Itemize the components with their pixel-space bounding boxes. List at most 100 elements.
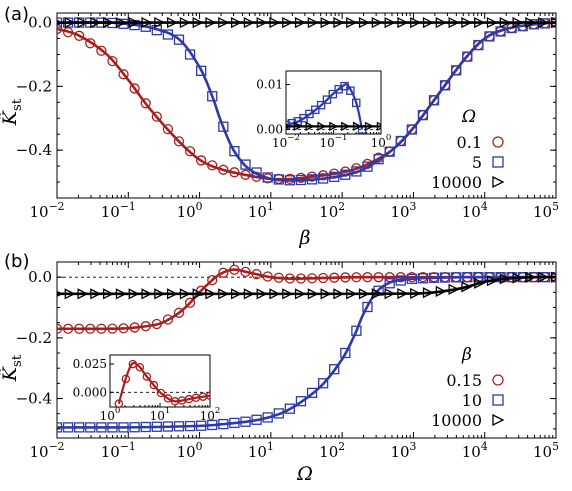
- legend-label: 5: [472, 153, 482, 172]
- y-tick-label: −0.4: [16, 141, 52, 159]
- x-tick-label: 10−1: [101, 200, 136, 221]
- data-point: [439, 80, 451, 91]
- data-point: [295, 396, 307, 407]
- data-point: [256, 17, 268, 29]
- data-point: [196, 420, 207, 431]
- data-point: [57, 422, 63, 433]
- x-axis-title: β: [299, 227, 311, 249]
- inset-data-point: [329, 121, 339, 132]
- data-point: [240, 266, 251, 278]
- legend-marker: [492, 136, 504, 148]
- data-point: [371, 288, 383, 300]
- data-point: [85, 323, 96, 334]
- data-point: [96, 422, 107, 433]
- x-tick-label: 104: [462, 440, 488, 461]
- data-point: [151, 111, 162, 122]
- inset-data-point: [305, 121, 315, 132]
- inset-data-point: [328, 89, 338, 99]
- data-point: [448, 17, 460, 29]
- data-point: [499, 17, 511, 29]
- x-tick-label: 101: [248, 440, 274, 461]
- inset-data-point: [364, 121, 375, 132]
- data-point: [151, 421, 162, 432]
- data-point: [358, 288, 371, 300]
- data-point: [74, 30, 85, 41]
- data-point: [295, 174, 307, 186]
- data-point: [282, 288, 294, 300]
- data-point: [207, 419, 218, 431]
- inset-data-point: [286, 120, 291, 130]
- y-tick-label: −0.4: [16, 390, 52, 408]
- data-point: [64, 17, 76, 29]
- data-point: [57, 23, 63, 35]
- data-point: [90, 17, 102, 29]
- data-point: [118, 69, 129, 80]
- x-tick-label: 10−2: [29, 440, 64, 461]
- data-point: [269, 288, 281, 300]
- data-point: [103, 288, 115, 300]
- inset-data-point: [311, 105, 320, 115]
- panel-label: (a): [4, 4, 29, 25]
- data-point: [307, 288, 319, 300]
- data-point: [473, 272, 484, 283]
- data-point: [62, 323, 74, 334]
- data-point: [307, 17, 319, 29]
- inset-x-tick-label: 100: [371, 133, 392, 150]
- data-point: [218, 288, 230, 300]
- data-point: [351, 272, 362, 283]
- data-point: [184, 297, 196, 308]
- legend-marker: [492, 394, 504, 406]
- data-point: [141, 17, 153, 29]
- data-point: [317, 272, 329, 284]
- data-point: [218, 267, 229, 278]
- data-point: [284, 273, 296, 284]
- data-point: [118, 422, 129, 433]
- data-point: [410, 287, 422, 300]
- data-point: [439, 272, 451, 283]
- inset-data-point: [316, 100, 326, 110]
- data-point: [77, 288, 89, 300]
- data-point: [62, 27, 74, 38]
- data-point: [162, 421, 174, 432]
- data-point: [167, 17, 179, 29]
- inset-data-point: [351, 98, 361, 108]
- inset-data-point: [205, 391, 210, 400]
- data-point: [162, 314, 174, 325]
- data-point: [294, 17, 307, 29]
- data-point: [550, 17, 556, 29]
- inset-data-point: [156, 388, 166, 398]
- data-point: [129, 83, 140, 94]
- data-point: [243, 288, 255, 300]
- data-point: [284, 175, 296, 186]
- data-point: [362, 301, 373, 313]
- legend-marker: [492, 413, 505, 427]
- data-point: [422, 17, 435, 29]
- x-tick-label: 103: [390, 200, 416, 221]
- data-point: [218, 17, 230, 29]
- x-tick-label: 105: [533, 440, 559, 461]
- inset-data-point: [341, 121, 351, 132]
- data-point: [243, 17, 255, 29]
- legend-label: 10: [462, 391, 482, 410]
- inset-x-tick-label: 102: [200, 406, 221, 423]
- data-point: [162, 29, 174, 40]
- data-point: [218, 121, 229, 132]
- inset-x-tick-label: 10−2: [272, 133, 300, 150]
- data-point: [184, 420, 196, 432]
- data-point: [192, 288, 204, 300]
- data-point: [192, 17, 204, 29]
- x-tick-label: 10−2: [29, 200, 64, 221]
- data-point: [395, 135, 406, 147]
- legend-marker: [492, 175, 505, 189]
- x-tick-label: 104: [462, 200, 488, 221]
- data-point: [397, 17, 409, 29]
- data-point: [262, 172, 273, 183]
- inset-y-tick-label: 0.00: [256, 123, 283, 137]
- inset-data-point: [142, 372, 152, 381]
- inset-x-tick-label: 101: [150, 406, 171, 423]
- data-point: [74, 422, 85, 433]
- data-point: [173, 34, 185, 45]
- data-point: [129, 422, 140, 433]
